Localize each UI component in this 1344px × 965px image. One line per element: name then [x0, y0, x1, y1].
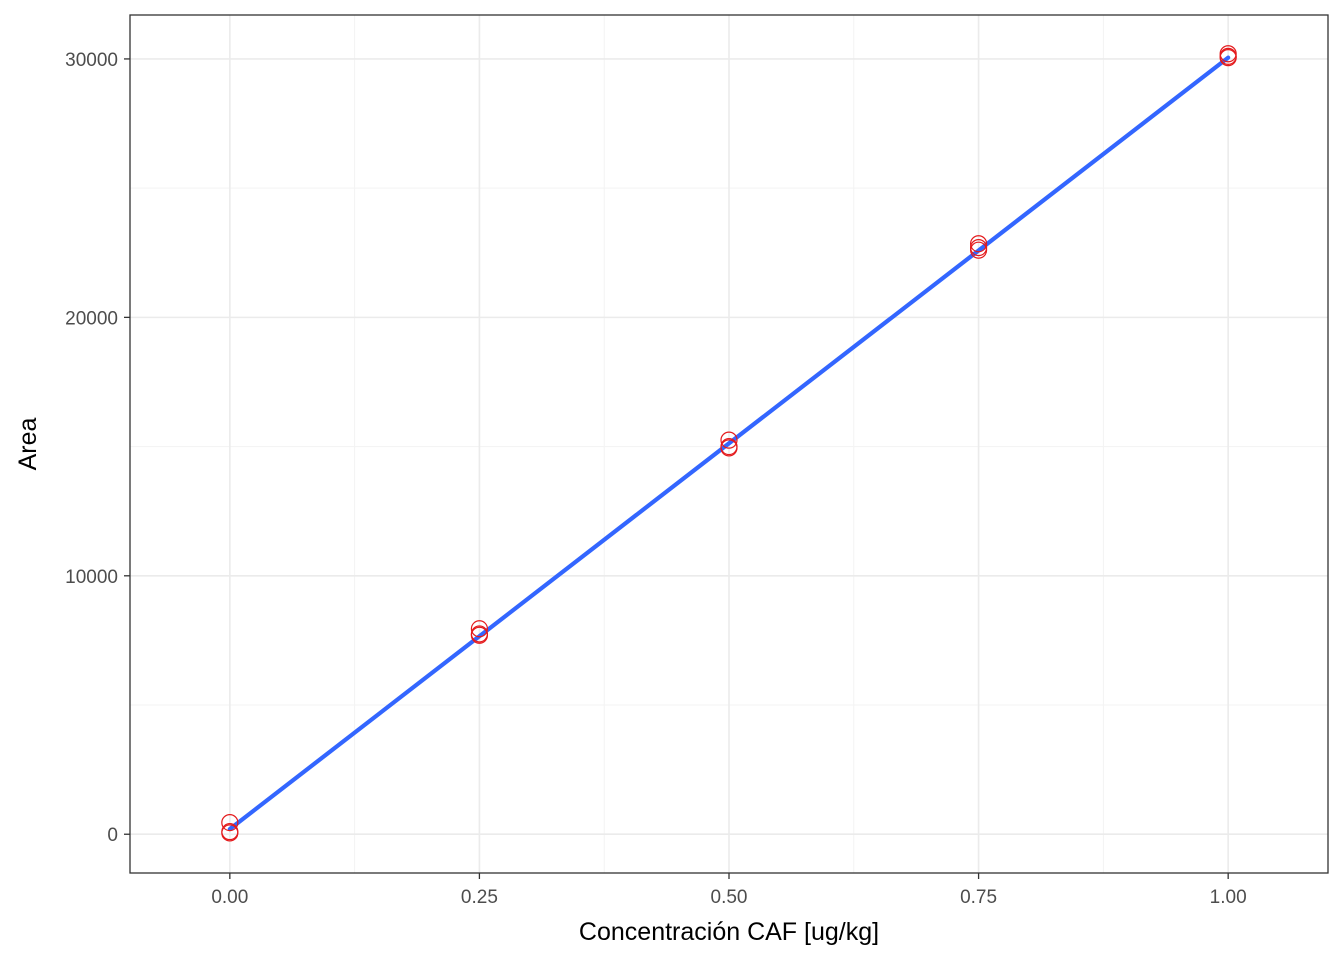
data-point [720, 439, 738, 457]
x-tick-label: 0.25 [461, 887, 498, 908]
data-point [1219, 49, 1237, 67]
data-point [969, 238, 988, 257]
data-point [470, 625, 489, 643]
data-point [720, 431, 738, 449]
data-point [221, 814, 239, 832]
y-tick-label: 20000 [65, 308, 118, 329]
y-tick-label: 10000 [65, 567, 118, 588]
y-axis-title: Area [14, 418, 42, 471]
points-layer [221, 45, 1237, 842]
y-tick-label: 0 [107, 825, 118, 846]
axis-ticks: 0.00 0.25 0.50 0.75 1.00 0 10000 20000 30000 [65, 50, 1247, 908]
x-tick-label: 0.00 [211, 887, 248, 908]
x-tick-label: 0.75 [960, 887, 997, 908]
gridlines [130, 15, 1328, 873]
fit-line-layer [227, 55, 1231, 832]
y-tick-label: 30000 [65, 50, 118, 71]
x-axis-title: Concentración CAF [ug/kg] [579, 918, 879, 946]
data-point [470, 620, 489, 638]
x-tick-label: 1.00 [1210, 887, 1247, 908]
data-point [969, 235, 988, 253]
x-tick-label: 0.50 [711, 887, 748, 908]
data-point [221, 824, 239, 842]
fit-line [227, 55, 1231, 832]
